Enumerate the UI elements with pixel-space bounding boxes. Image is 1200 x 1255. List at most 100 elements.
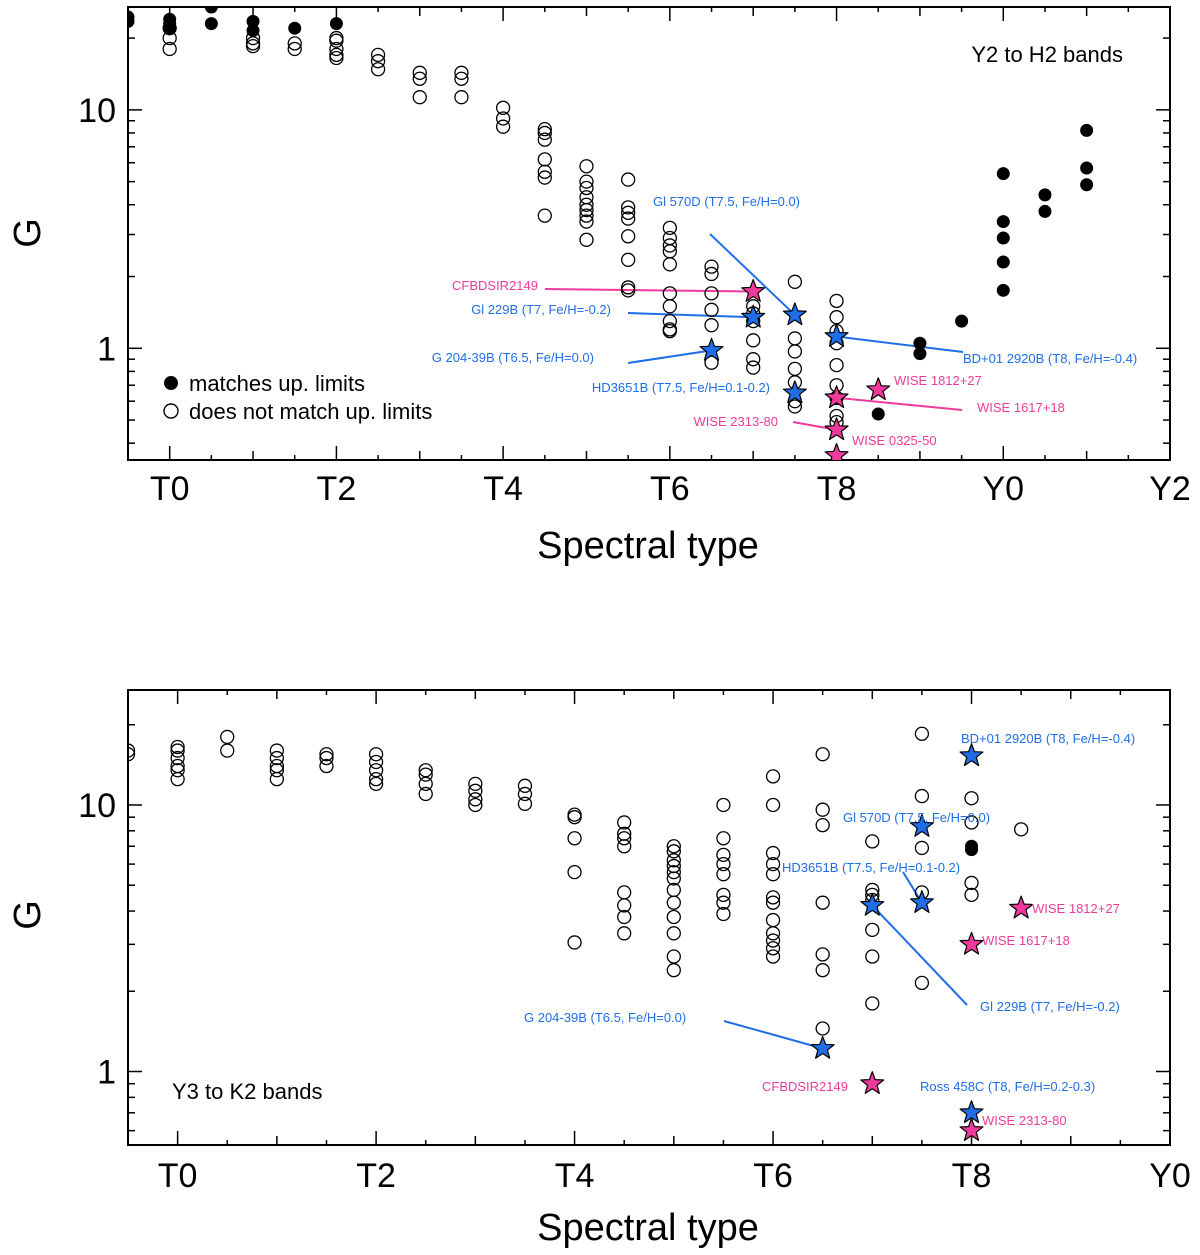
data-point-open bbox=[579, 174, 594, 189]
data-point-open bbox=[128, 747, 136, 762]
data-point-open bbox=[537, 121, 552, 137]
data-point-filled bbox=[955, 314, 969, 328]
data-point-open bbox=[666, 853, 681, 868]
data-point-open bbox=[865, 949, 880, 964]
annotation-leader bbox=[871, 904, 968, 1006]
panel-top: Y2 to H2 bands Spectral type G matches u… bbox=[7, 6, 1191, 567]
data-point-open bbox=[746, 333, 761, 348]
legend-open-marker bbox=[163, 403, 179, 419]
annotation-label: BD+01 2920B (T8, Fe/H=-0.4) bbox=[963, 351, 1137, 366]
data-point-open bbox=[621, 280, 636, 295]
data-point-filled bbox=[871, 407, 885, 421]
data-point-open bbox=[662, 299, 677, 314]
data-point-open bbox=[617, 898, 632, 913]
x-tick-label: T6 bbox=[753, 1157, 793, 1195]
data-point-open bbox=[617, 815, 632, 830]
data-point-open bbox=[170, 743, 185, 758]
data-point-open bbox=[617, 831, 632, 846]
data-point-open bbox=[716, 797, 731, 813]
x-tick-label: T8 bbox=[817, 470, 857, 508]
data-point-open bbox=[245, 38, 261, 54]
data-point-star bbox=[782, 380, 807, 404]
data-point-open bbox=[666, 926, 681, 941]
data-point-open bbox=[815, 947, 830, 962]
annotation-leader bbox=[836, 335, 964, 353]
data-point-open bbox=[662, 257, 677, 272]
data-point-star bbox=[741, 278, 766, 302]
data-point-open bbox=[579, 180, 594, 196]
data-point-open bbox=[765, 941, 781, 956]
legend: matches up. limits does not match up. li… bbox=[163, 371, 432, 424]
data-point-open bbox=[370, 47, 386, 63]
data-point-open bbox=[567, 831, 582, 846]
x-tick-label: T0 bbox=[158, 1157, 198, 1195]
data-point-open bbox=[765, 895, 781, 910]
data-point-open bbox=[579, 232, 594, 247]
data-point-open bbox=[621, 252, 636, 267]
data-point-open bbox=[621, 205, 636, 220]
data-point-open bbox=[579, 208, 594, 223]
data-point-filled bbox=[1038, 188, 1052, 202]
data-point-open bbox=[1013, 822, 1029, 837]
data-point-star bbox=[824, 385, 849, 409]
data-point-open bbox=[666, 871, 681, 886]
data-point-open bbox=[579, 202, 594, 218]
annotation-leader bbox=[723, 1020, 823, 1050]
data-point-open bbox=[662, 238, 677, 253]
data-point-open bbox=[704, 259, 719, 274]
data-point-open bbox=[765, 867, 781, 882]
data-point-open bbox=[716, 867, 731, 882]
data-point-open bbox=[865, 922, 880, 938]
panel-bottom: Y3 to K2 bands Spectral type G T0 T2 T4 T6 T… bbox=[7, 689, 1191, 1249]
data-point-open bbox=[704, 286, 719, 301]
annotation-leader bbox=[627, 312, 754, 319]
annotation-label: CFBDSIR2149 bbox=[452, 278, 538, 293]
data-point-open bbox=[815, 963, 830, 978]
data-point-open bbox=[746, 360, 761, 375]
x-tick-label: T4 bbox=[483, 470, 523, 508]
data-point-open bbox=[617, 839, 632, 854]
data-point-open bbox=[370, 62, 386, 77]
x-tick-label: T2 bbox=[317, 470, 357, 508]
data-markers bbox=[128, 726, 1034, 1141]
data-point-filled bbox=[329, 17, 343, 31]
data-point-open bbox=[537, 125, 552, 141]
data-point-open bbox=[370, 54, 386, 69]
annotation-leader bbox=[544, 288, 754, 293]
annotation-label: WISE 1617+18 bbox=[977, 400, 1065, 415]
data-point-open bbox=[829, 357, 844, 373]
data-point-open bbox=[269, 763, 285, 778]
data-point-open bbox=[220, 743, 235, 758]
data-point-open bbox=[287, 36, 302, 51]
data-point-open bbox=[162, 41, 177, 57]
data-point-open bbox=[704, 355, 719, 370]
data-point-open bbox=[537, 170, 552, 185]
data-point-filled bbox=[246, 14, 260, 28]
data-point-open bbox=[621, 200, 636, 215]
data-point-open bbox=[787, 344, 803, 359]
data-point-open bbox=[829, 293, 844, 309]
x-tick-label: Y0 bbox=[982, 470, 1024, 508]
data-point-open bbox=[368, 776, 384, 792]
y-axis-title: G bbox=[7, 218, 49, 248]
data-point-open bbox=[418, 776, 433, 792]
data-point-open bbox=[468, 776, 483, 792]
data-point-open bbox=[454, 71, 469, 86]
data-point-star bbox=[959, 1118, 984, 1141]
data-point-open bbox=[621, 283, 636, 298]
data-point-open bbox=[621, 172, 636, 187]
data-point-star bbox=[860, 892, 885, 916]
data-point-filled bbox=[1080, 161, 1094, 175]
data-point-open bbox=[765, 769, 781, 784]
data-point-open bbox=[319, 750, 334, 766]
panel-label: Y3 to K2 bands bbox=[172, 1079, 322, 1104]
data-point-open bbox=[517, 778, 533, 793]
data-point-open bbox=[617, 885, 632, 900]
data-point-open bbox=[662, 313, 677, 329]
data-point-open bbox=[865, 996, 880, 1011]
data-point-open bbox=[412, 65, 427, 80]
data-point-open bbox=[914, 726, 930, 741]
data-point-open bbox=[621, 211, 636, 226]
data-point-open bbox=[765, 890, 781, 905]
data-point-open bbox=[815, 818, 830, 833]
